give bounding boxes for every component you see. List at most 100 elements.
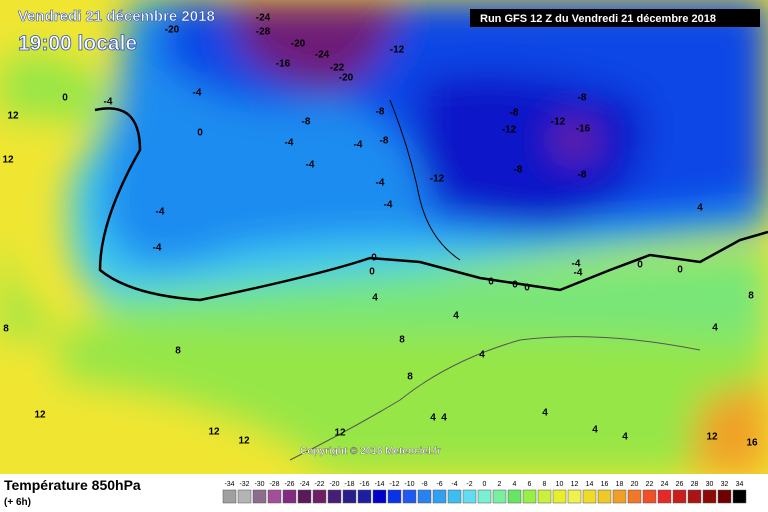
contour-label: 0	[197, 128, 203, 139]
contour-label: 4	[622, 432, 628, 443]
contour-label: -8	[510, 108, 519, 119]
contour-label: -8	[514, 165, 523, 176]
contour-label: -4	[574, 268, 583, 279]
scale-swatch	[597, 489, 612, 504]
contour-label: 4	[712, 323, 718, 334]
scale-label: -28	[269, 481, 279, 488]
scale-swatch	[717, 489, 732, 504]
contour-label: 4	[453, 311, 459, 322]
contour-label: 12	[238, 436, 250, 447]
contour-label: 12	[706, 432, 718, 443]
scale-swatch	[672, 489, 687, 504]
contour-label: -28	[256, 27, 271, 38]
scale-swatch	[357, 489, 372, 504]
scale-swatch	[252, 489, 267, 504]
scale-swatch	[297, 489, 312, 504]
scale-swatch	[537, 489, 552, 504]
contour-label: -8	[302, 117, 311, 128]
scale-label: 34	[736, 481, 744, 488]
contour-label: 4	[479, 350, 485, 361]
contour-label: -16	[276, 59, 291, 70]
scale-swatch	[387, 489, 402, 504]
contour-label: -4	[153, 243, 162, 254]
scale-label: -8	[421, 481, 427, 488]
contour-label: -4	[156, 207, 165, 218]
scale-swatch	[312, 489, 327, 504]
contour-label: -8	[376, 107, 385, 118]
contour-label: 4	[592, 425, 598, 436]
contour-label: -12	[430, 174, 445, 185]
scale-label: -18	[344, 481, 354, 488]
scale-swatch	[642, 489, 657, 504]
scale-label: 32	[721, 481, 729, 488]
contour-label: 4	[430, 413, 436, 424]
contour-label: -8	[578, 170, 587, 181]
contour-label: 8	[748, 291, 754, 302]
contour-label: 12	[208, 427, 220, 438]
contour-label: -4	[306, 160, 315, 171]
contour-label: -24	[256, 13, 271, 24]
contour-label: -4	[354, 140, 363, 151]
contour-label: -8	[380, 136, 389, 147]
contour-label: 8	[175, 346, 181, 357]
scale-swatch	[432, 489, 447, 504]
scale-swatch	[267, 489, 282, 504]
scale-swatch	[402, 489, 417, 504]
scale-label: -26	[284, 481, 294, 488]
contour-label: 12	[2, 155, 14, 166]
scale-swatch	[657, 489, 672, 504]
scale-label: 12	[571, 481, 579, 488]
color-scale: -34 -32 -30 -28 -26 -24 -22 -20 -18 -16 -14 -12 -10-…	[222, 481, 747, 504]
scale-label: 4	[513, 481, 517, 488]
run-box	[470, 9, 760, 27]
contour-label: -4	[572, 259, 581, 270]
scale-swatch	[417, 489, 432, 504]
scale-label: 8	[543, 481, 547, 488]
contour-label: 4	[697, 203, 703, 214]
contour-label: -20	[291, 39, 306, 50]
scale-label: 6	[528, 481, 532, 488]
footer-title: Température 850hPa	[4, 477, 141, 493]
scale-swatch	[372, 489, 387, 504]
scale-label: 30	[706, 481, 714, 488]
map-date: Vendredi 21 décembre 2018	[18, 8, 215, 25]
contour-label: -8	[578, 93, 587, 104]
scale-label: -34	[224, 481, 234, 488]
contour-label: 12	[34, 410, 46, 421]
contour-label: 4	[441, 413, 447, 424]
scale-swatch	[627, 489, 642, 504]
contour-label: 0	[488, 277, 494, 288]
scale-label: -22	[314, 481, 324, 488]
scale-label: -24	[299, 481, 309, 488]
scale-label: 10	[556, 481, 564, 488]
scale-swatch	[342, 489, 357, 504]
contour-label: -12	[390, 45, 405, 56]
contour-label: 0	[524, 283, 530, 294]
scale-label: 2	[498, 481, 502, 488]
scale-label: -32	[239, 481, 249, 488]
contour-label: 12	[334, 428, 346, 439]
scale-label: -30	[254, 481, 264, 488]
scale-label: 20	[631, 481, 639, 488]
map-time: 19:00 locale	[18, 32, 137, 55]
contour-label: -4	[384, 200, 393, 211]
contour-labels: -24-28-20-20-24-16 -22-20-12-4-400-8-8-4-…	[2, 13, 758, 449]
scale-swatch	[687, 489, 702, 504]
contour-label: 8	[407, 372, 413, 383]
scale-label: 16	[601, 481, 609, 488]
contour-label: 4	[542, 408, 548, 419]
contour-label: 12	[7, 111, 19, 122]
scale-swatch	[492, 489, 507, 504]
contour-label: -20	[165, 25, 180, 36]
scale-label: -20	[329, 481, 339, 488]
scale-swatch	[522, 489, 537, 504]
scale-swatch	[327, 489, 342, 504]
footer-subtitle: (+ 6h)	[4, 497, 31, 508]
scale-swatch	[732, 489, 747, 504]
scale-label: 22	[646, 481, 654, 488]
contour-label: 0	[637, 260, 643, 271]
scale-label: -10	[404, 481, 414, 488]
contour-label: -4	[104, 97, 113, 108]
run-info: Run GFS 12 Z du Vendredi 21 décembre 201…	[480, 13, 716, 25]
